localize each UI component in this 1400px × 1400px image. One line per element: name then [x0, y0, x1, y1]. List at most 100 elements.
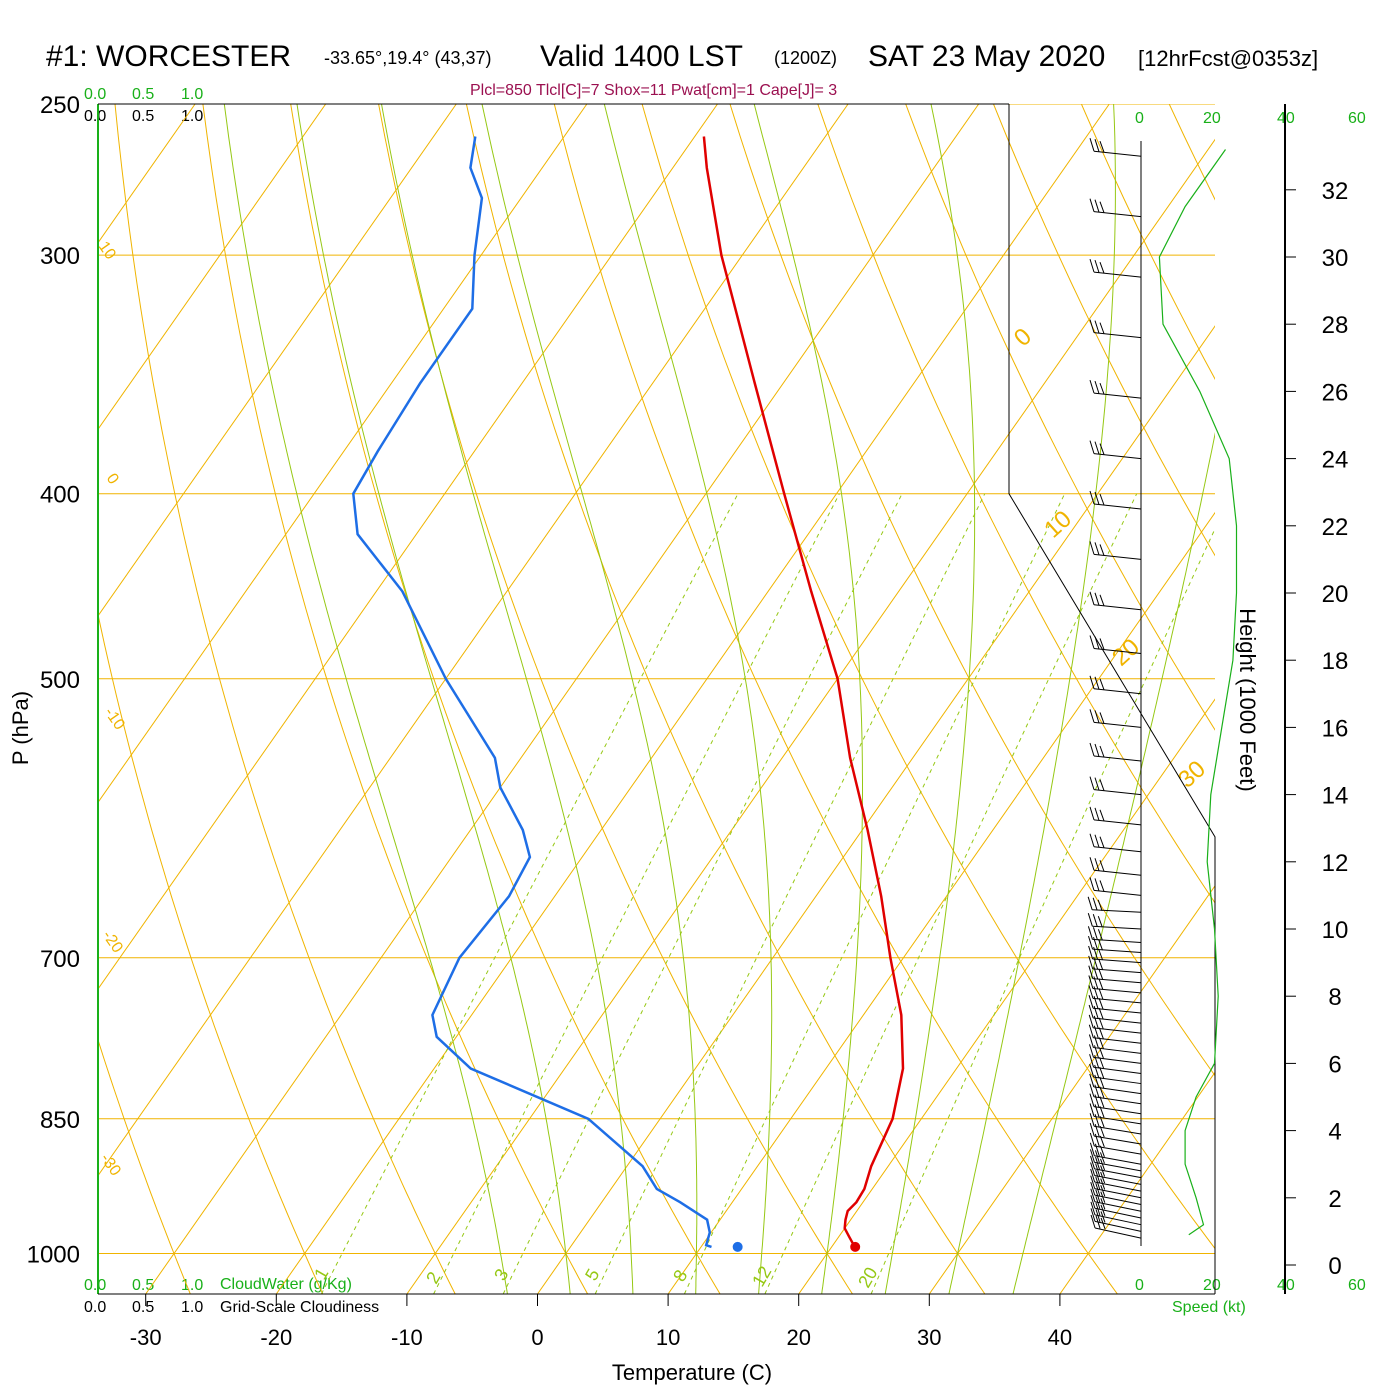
mixing-ratio-line — [594, 493, 986, 1294]
wind-barb — [1092, 948, 1142, 954]
wind-barb-flag — [1094, 592, 1100, 606]
wind-barb-flag — [1092, 897, 1098, 911]
wind-barb — [1093, 1096, 1142, 1105]
wind-barb — [1093, 392, 1142, 399]
cloudiness-top-1: 0.5 — [132, 108, 155, 125]
wind-barb-flag — [1099, 1116, 1105, 1128]
wind-barb-flag — [1090, 1168, 1096, 1183]
y-axis-title: P (hPa) — [8, 691, 33, 765]
wind-barb-flag — [1099, 880, 1105, 892]
isotherm-line — [537, 325, 1215, 1294]
dry-adiabat-line — [98, 612, 324, 1294]
moist-adiabat-line — [948, 104, 1116, 1294]
height-tick-label: 8 — [1328, 984, 1341, 1011]
height-tick-label: 22 — [1322, 514, 1349, 541]
pressure-tick-label: 300 — [40, 243, 80, 270]
wind-barb-flag — [1098, 1027, 1104, 1039]
mixing-ratio-label: 12 — [748, 1263, 775, 1290]
mixing-ratio-label: 1 — [310, 1264, 332, 1283]
wind-barb-flag — [1089, 1149, 1095, 1163]
mixing-ratio-label: 20 — [854, 1264, 881, 1291]
wind-barb — [1093, 604, 1142, 611]
wind-barb-flag — [1094, 491, 1100, 505]
wind-barb-flag — [1089, 591, 1095, 605]
dry-adiabat-line — [1257, 104, 1400, 1294]
wind-barb-flag — [1099, 1066, 1105, 1079]
wind-barb-flag — [1089, 1054, 1095, 1068]
pressure-tick-label: 400 — [40, 482, 80, 509]
dry-adiabat-label: -30 — [97, 1151, 124, 1180]
mixing-ratio-line — [764, 493, 1138, 1294]
wind-barb — [1094, 1135, 1142, 1145]
wind-barb — [1094, 1214, 1142, 1226]
wind-barb-flag — [1099, 1152, 1105, 1164]
wind-barb — [1093, 150, 1142, 157]
dry-adiabat-line — [465, 104, 986, 1294]
cloudwater-top-2: 1.0 — [181, 86, 204, 103]
pressure-tick-label: 500 — [40, 667, 80, 694]
height-tick-label: 20 — [1322, 581, 1349, 608]
wind-barb — [1093, 1106, 1142, 1115]
sounding-params: Plcl=850 Tlcl[C]=7 Shox=11 Pwat[cm]=1 Ca… — [470, 82, 838, 99]
wind-barb — [1092, 938, 1142, 943]
dry-adiabat-line — [1345, 104, 1400, 1294]
wind-barb — [1094, 1174, 1142, 1185]
height-tick-label: 30 — [1322, 245, 1349, 272]
cloudwater-label: CloudWater (g/Kg) — [220, 1276, 352, 1293]
background-lines — [98, 104, 1400, 1294]
dry-adiabat-label: -10 — [101, 705, 128, 734]
isotherm-line — [98, 104, 457, 617]
wind-barb-flag — [1094, 878, 1100, 892]
wind-barb-flag — [1089, 877, 1095, 891]
wind-barb — [1092, 997, 1142, 1004]
wind-barb-flag — [1099, 1047, 1104, 1059]
axes: -30 -20 -10 0 10 20 30 402503004005007008501000… — [8, 92, 1348, 1385]
wind-barb-flag — [1094, 834, 1100, 848]
height-tick-label: 6 — [1328, 1051, 1341, 1078]
dry-adiabat-label: -20 — [99, 928, 126, 957]
wind-barb — [1093, 1076, 1142, 1085]
wind-barb-flag — [1099, 141, 1105, 153]
wind-barb-flag — [1098, 1007, 1104, 1020]
wind-barb-flag — [1089, 709, 1095, 723]
dry-adiabat-line — [729, 104, 1215, 1077]
wind-barb-flag — [1089, 1063, 1095, 1078]
wind-barb-flag — [1099, 1076, 1105, 1089]
wind-barb-flag — [1099, 443, 1105, 455]
x-tick-label: 10 — [656, 1325, 680, 1350]
wind-barb — [1093, 1086, 1142, 1095]
wind-barb — [1093, 1115, 1142, 1125]
wind-barb — [1093, 721, 1142, 728]
x-tick-label: -20 — [260, 1325, 292, 1350]
wind-barb — [1093, 1066, 1142, 1074]
wind-barb — [1094, 1201, 1142, 1212]
wind-barb-flag — [1089, 259, 1095, 273]
pressure-tick-label: 250 — [40, 92, 80, 119]
height-tick-label: 4 — [1328, 1119, 1341, 1146]
isotherm-line — [98, 104, 327, 431]
wind-barb-flag — [1087, 926, 1093, 940]
dry-adiabat-line — [290, 104, 721, 1294]
x-tick-label: -30 — [130, 1325, 162, 1350]
wind-barb-flag — [1088, 1004, 1094, 1019]
isotherm-line — [98, 104, 849, 1177]
height-tick-label: 18 — [1322, 648, 1349, 675]
moist-adiabat-line — [381, 104, 634, 1294]
wind-barb — [1094, 1188, 1142, 1199]
wind-barb-flag — [1098, 938, 1103, 951]
wind-barb-flag — [1094, 858, 1100, 871]
surface-temperature-dot — [850, 1241, 861, 1252]
wind-barb — [1093, 553, 1142, 560]
wind-barb-flag — [1094, 807, 1100, 821]
cloudwater-top-0: 0.0 — [84, 86, 107, 103]
wind-barb-flag — [1089, 635, 1095, 649]
wind-barb — [1094, 1155, 1142, 1165]
cloudiness-bottom-1: 0.5 — [132, 1299, 155, 1316]
isotherm-label: 0 — [1009, 323, 1037, 352]
wind-barb-flag — [1100, 1165, 1106, 1177]
speed-tick-top-0: 0 — [1135, 110, 1144, 127]
wind-barb-flag — [1099, 493, 1105, 506]
wind-barb-flag — [1089, 1083, 1095, 1097]
wind-barb-flag — [1088, 955, 1094, 969]
